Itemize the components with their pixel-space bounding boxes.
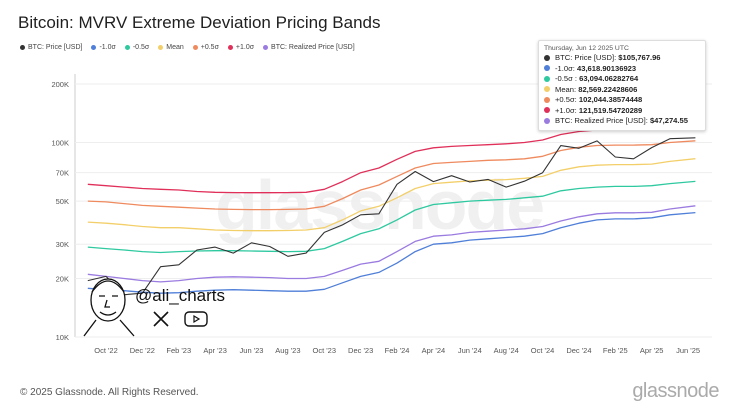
tooltip-label: +1.0σ: bbox=[555, 105, 579, 115]
legend-item[interactable]: -1.0σ bbox=[91, 44, 116, 51]
tooltip-value: 102,044.38574448 bbox=[578, 95, 643, 104]
legend-swatch bbox=[263, 44, 269, 50]
series-line-0 bbox=[87, 125, 696, 194]
x-logo-icon[interactable] bbox=[152, 310, 170, 328]
tooltip-row: BTC: Realized Price [USD]: $47,274.55 bbox=[544, 116, 700, 127]
avatar-sketch bbox=[83, 278, 135, 337]
tooltip-label: Mean: bbox=[555, 84, 579, 94]
x-tick-label: Oct '24 bbox=[531, 346, 555, 355]
tooltip-value: 63,094.06282764 bbox=[579, 74, 639, 83]
x-tick-label: Feb '23 bbox=[166, 346, 191, 355]
tooltip-swatch bbox=[544, 117, 550, 124]
tooltip-row: -1.0σ: 43,618.90136923 bbox=[544, 64, 700, 75]
tooltip-label: -0.5σ : bbox=[555, 74, 580, 83]
x-tick-label: Dec '24 bbox=[566, 346, 591, 355]
legend-item[interactable]: BTC: Realized Price [USD] bbox=[263, 44, 355, 51]
y-tick-label: 70K bbox=[56, 169, 69, 178]
legend-item[interactable]: -0.5σ bbox=[124, 44, 150, 51]
glassnode-logo: glassnode bbox=[632, 380, 719, 402]
tooltip: Thursday, Jun 12 2025 UTC BTC: Price [US… bbox=[538, 40, 706, 131]
legend-label: +0.5σ bbox=[200, 44, 219, 51]
x-tick-label: Feb '24 bbox=[385, 346, 410, 355]
tooltip-date: Thursday, Jun 12 2025 UTC bbox=[544, 45, 629, 52]
legend-label: Mean bbox=[166, 44, 184, 51]
y-tick-label: 50K bbox=[56, 197, 69, 206]
chart-title: Bitcoin: MVRV Extreme Deviation Pricing … bbox=[18, 13, 381, 32]
tooltip-value: 82,569.22428606 bbox=[578, 84, 638, 94]
series-line-2 bbox=[87, 158, 696, 232]
tooltip-swatch bbox=[544, 65, 550, 71]
tooltip-swatch bbox=[544, 75, 550, 82]
x-tick-label: Aug '23 bbox=[275, 346, 300, 355]
y-tick-label: 10K bbox=[56, 333, 69, 342]
y-tick-label: 20K bbox=[56, 274, 69, 283]
overlay-handle: @ali_charts bbox=[135, 286, 226, 305]
youtube-icon[interactable] bbox=[184, 310, 208, 328]
x-tick-label: Dec '23 bbox=[348, 346, 373, 355]
x-tick-label: Apr '23 bbox=[203, 346, 227, 355]
series-line-5 bbox=[87, 211, 696, 294]
tooltip-value: $105,767.96 bbox=[618, 53, 661, 62]
tooltip-row: Mean: 82,569.22428606 bbox=[544, 85, 700, 96]
tooltip-row: +1.0σ: 121,519.54720289 bbox=[544, 106, 700, 117]
legend-item[interactable]: +1.0σ bbox=[227, 44, 255, 51]
x-tick-label: Jun '23 bbox=[240, 346, 264, 355]
legend: BTC: Price [USD] -1.0σ -0.5σ Mean +0.5σ +1.0σ… bbox=[20, 44, 355, 51]
tooltip-value: 121,519.54720289 bbox=[578, 105, 643, 115]
tooltip-swatch bbox=[544, 96, 550, 103]
legend-label: -1.0σ bbox=[99, 44, 116, 51]
tooltip-swatch bbox=[544, 86, 550, 92]
tooltip-label: +0.5σ: bbox=[555, 95, 579, 104]
series-line-6 bbox=[87, 137, 696, 296]
y-tick-label: 100K bbox=[51, 139, 69, 148]
series-line-4 bbox=[87, 205, 696, 283]
x-tick-label: Apr '25 bbox=[640, 346, 664, 355]
y-tick-label: 200K bbox=[51, 80, 69, 89]
legend-label: BTC: Price [USD] bbox=[28, 44, 83, 51]
tooltip-swatch bbox=[544, 107, 550, 113]
tooltip-label: BTC: Realized Price [USD]: bbox=[555, 116, 650, 125]
series-line-3 bbox=[87, 180, 696, 254]
legend-swatch bbox=[91, 44, 97, 50]
tooltip-label: -1.0σ: bbox=[555, 63, 577, 73]
x-tick-label: Jun '24 bbox=[458, 346, 482, 355]
tooltip-label: BTC: Price [USD]: bbox=[555, 53, 619, 62]
x-tick-label: Oct '23 bbox=[313, 346, 337, 355]
legend-swatch bbox=[158, 44, 164, 50]
x-tick-label: Apr '24 bbox=[422, 346, 446, 355]
legend-item[interactable]: Mean bbox=[158, 44, 184, 51]
legend-item[interactable]: +0.5σ bbox=[192, 44, 219, 51]
legend-label: -0.5σ bbox=[132, 44, 150, 51]
legend-item[interactable]: BTC: Price [USD] bbox=[20, 44, 82, 51]
copyright: © 2025 Glassnode. All Rights Reserved. bbox=[20, 387, 199, 398]
tooltip-row: -0.5σ : 63,094.06282764 bbox=[544, 74, 700, 85]
legend-swatch bbox=[227, 44, 233, 50]
tooltip-value: $47,274.55 bbox=[649, 116, 688, 125]
x-tick-label: Feb '25 bbox=[603, 346, 628, 355]
tooltip-row: +0.5σ: 102,044.38574448 bbox=[544, 95, 700, 106]
series-line-1 bbox=[87, 140, 696, 211]
legend-label: +1.0σ bbox=[235, 44, 255, 51]
x-tick-label: Jun '25 bbox=[676, 346, 700, 355]
y-tick-label: 30K bbox=[56, 240, 69, 249]
tooltip-row: BTC: Price [USD]: $105,767.96 bbox=[544, 53, 700, 64]
legend-swatch bbox=[124, 44, 130, 50]
tooltip-swatch bbox=[544, 54, 550, 61]
x-tick-label: Aug '24 bbox=[494, 346, 519, 355]
legend-swatch bbox=[20, 44, 25, 50]
x-tick-label: Oct '22 bbox=[94, 346, 118, 355]
tooltip-value: 43,618.90136923 bbox=[577, 63, 637, 73]
legend-label: BTC: Realized Price [USD] bbox=[271, 44, 355, 51]
x-tick-label: Dec '22 bbox=[130, 346, 155, 355]
legend-swatch bbox=[192, 44, 198, 50]
